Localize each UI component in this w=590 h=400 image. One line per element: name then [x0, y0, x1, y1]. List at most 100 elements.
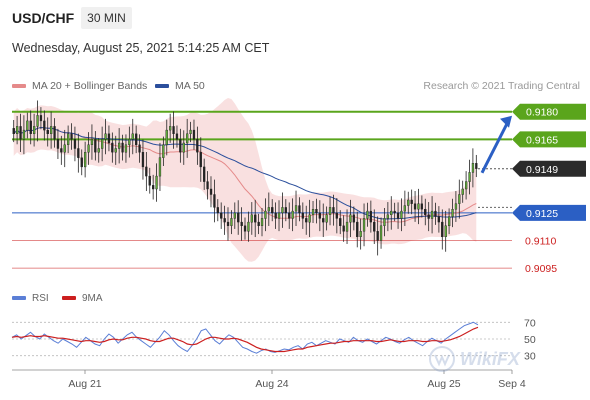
candle-body-bearish	[46, 129, 49, 135]
candle-body-bullish	[390, 210, 393, 216]
candle	[393, 202, 396, 222]
candle	[328, 196, 332, 226]
rsi-level-label-30: 30	[524, 351, 536, 363]
candle	[342, 215, 345, 242]
candle-body-bullish	[250, 214, 253, 223]
candle-body-bullish	[16, 126, 19, 135]
price-label-0.9165: 0.9165	[512, 131, 586, 148]
price-label-tag	[512, 160, 586, 177]
candle	[332, 194, 335, 226]
candle-body-bearish	[151, 185, 155, 190]
candle-body-bearish	[56, 139, 60, 149]
candle	[417, 188, 420, 225]
candle	[383, 207, 386, 237]
candle-body-bullish	[403, 205, 406, 212]
candle	[315, 198, 318, 224]
timeframe-button[interactable]: 30 MIN	[81, 7, 132, 29]
candle-body-bullish	[22, 129, 26, 140]
candle-body-bearish	[318, 212, 321, 219]
candle	[407, 191, 410, 214]
candle	[90, 124, 94, 160]
legend-ma50: MA 50	[155, 80, 205, 92]
candle-body-bullish	[247, 221, 250, 232]
candle-body-bearish	[352, 214, 355, 223]
candle	[100, 126, 104, 162]
candle	[39, 107, 43, 130]
candle	[216, 199, 219, 222]
legend-9ma: 9MA	[62, 293, 103, 304]
candle-body-bullish	[90, 139, 94, 146]
candle	[196, 126, 199, 165]
candle-body-bullish	[359, 231, 362, 238]
candle	[260, 207, 264, 237]
candle-body-bullish	[264, 210, 267, 219]
candle	[199, 137, 202, 182]
candle-body-bullish	[162, 144, 165, 158]
candle-body-bearish	[19, 126, 22, 140]
candle	[345, 209, 349, 245]
candle-body-bearish	[209, 188, 213, 195]
candle	[56, 128, 60, 160]
candle-body-bullish	[291, 210, 294, 219]
price-label-0.9110: 0.9110	[525, 236, 556, 248]
candle-body-bearish	[237, 212, 240, 223]
candle-body-bearish	[240, 221, 243, 227]
candle-body-bullish	[50, 126, 53, 135]
candle-body-bullish	[379, 225, 383, 241]
candle-body-bullish	[267, 207, 270, 212]
candle	[396, 202, 400, 229]
candle	[264, 198, 267, 232]
candle-body-bullish	[294, 205, 298, 212]
ma20-swatch-icon	[12, 84, 26, 89]
price-label-tag	[512, 103, 586, 120]
candle-body-bullish	[33, 126, 36, 135]
candle	[165, 119, 168, 156]
candle-body-bullish	[325, 214, 328, 223]
candle-body-bullish	[158, 157, 162, 177]
candle-body-bearish	[369, 210, 372, 223]
candle-body-bullish	[328, 207, 332, 215]
candle-body-bearish	[192, 129, 196, 140]
candle	[352, 206, 355, 231]
candle	[284, 199, 287, 222]
candle	[274, 202, 277, 229]
candle	[267, 192, 270, 226]
candle-body-bullish	[468, 172, 471, 182]
candle-body-bullish	[311, 208, 315, 215]
candle-body-bearish	[43, 120, 46, 131]
candle-body-bearish	[322, 218, 325, 223]
candle-body-bullish	[87, 144, 90, 153]
candle	[308, 199, 311, 238]
legend-ma50-label: MA 50	[175, 80, 205, 92]
rsi-pane: 70 50 30	[11, 317, 536, 363]
candle	[339, 210, 342, 235]
candle-body-bullish	[117, 142, 121, 149]
candle	[104, 118, 107, 155]
candle-body-bullish	[83, 151, 87, 168]
instrument-symbol: USD/CHF	[12, 10, 75, 26]
candle-body-bullish	[417, 203, 420, 210]
candle-body-bearish	[77, 148, 80, 158]
candle-body-bullish	[100, 139, 104, 149]
candle	[437, 206, 440, 233]
candle	[87, 132, 90, 165]
legend-ma20: MA 20 + Bollinger Bands	[12, 80, 147, 92]
candle-body-bullish	[63, 144, 66, 153]
candle-body-bullish	[124, 144, 128, 153]
candle	[257, 213, 260, 235]
candle	[226, 207, 230, 241]
candle-body-bearish	[424, 208, 427, 215]
watermark-logo-icon: WikiFX	[429, 346, 521, 372]
candle-body-bullish	[471, 162, 475, 173]
candle	[179, 128, 182, 163]
candle	[318, 200, 321, 232]
candle-body-bullish	[277, 212, 281, 219]
candle-body-bullish	[128, 139, 131, 146]
candle	[151, 174, 155, 200]
price-pane: 0.9180 0.9165 0.9149 0.9125 0.9110 0.9095	[12, 98, 586, 275]
candle-body-bullish	[345, 221, 349, 232]
ma50-line	[13, 126, 477, 220]
candle-body-bearish	[376, 231, 379, 241]
candle	[362, 203, 366, 247]
